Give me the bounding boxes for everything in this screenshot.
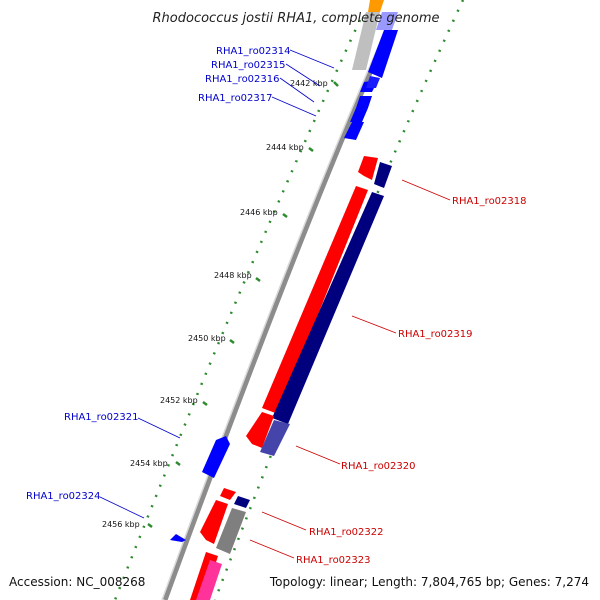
reverse-gene-ro02319: [262, 186, 368, 414]
gene-label-ro02323: RHA1_ro02323: [296, 555, 371, 566]
forward-gene-ro02317a: [356, 96, 372, 108]
gene-label-ro02314: RHA1_ro02314: [216, 46, 291, 57]
reverse-leader-lines: [249, 179, 451, 559]
major-ticks: [147, 81, 339, 528]
gene-label-ro02319: RHA1_ro02319: [398, 329, 473, 340]
genome-summary-text: Topology: linear; Length: 7,804,765 bp; …: [269, 575, 589, 589]
gene-label-ro02324: RHA1_ro02324: [26, 491, 101, 502]
forward-gene-ro02317b: [350, 108, 368, 122]
accession-text: Accession: NC_008268: [9, 575, 145, 589]
pink-feature-bottom: [196, 560, 222, 600]
gene-label-ro02322: RHA1_ro02322: [309, 527, 384, 538]
tick-label-2444: 2444 kbp: [266, 143, 304, 152]
forward-gene-ro02317c: [344, 122, 364, 140]
reverse-gene-ro02318-shadow: [374, 162, 392, 188]
tick-label-2446: 2446 kbp: [240, 208, 278, 217]
tick-label-2448: 2448 kbp: [214, 271, 252, 280]
map-title: Rhodococcus jostii RHA1, complete genome: [153, 11, 440, 26]
forward-leader-lines: [99, 49, 335, 519]
reverse-gene-ro02323: [200, 500, 228, 544]
gene-label-ro02318: RHA1_ro02318: [452, 196, 527, 207]
gene-label-ro02316: RHA1_ro02316: [205, 74, 280, 85]
reverse-gene-ro02322: [220, 488, 236, 500]
reverse-gene-ro02320-shadow: [260, 420, 290, 456]
reverse-gene-ro02319-shadow: [272, 192, 384, 424]
gene-label-ro02315: RHA1_ro02315: [211, 60, 286, 71]
tick-label-2442: 2442 kbp: [290, 79, 328, 88]
forward-gene-ro02315: [366, 76, 380, 88]
gene-label-ro02320: RHA1_ro02320: [341, 461, 416, 472]
forward-gene-ro02324: [170, 534, 186, 542]
forward-gene-ro02314: [368, 30, 398, 78]
tick-label-2456: 2456 kbp: [102, 520, 140, 529]
gray-feature-top: [352, 12, 380, 70]
reverse-gene-ro02318: [358, 156, 378, 180]
forward-gene-ro02321: [202, 436, 230, 478]
gene-label-ro02321: RHA1_ro02321: [64, 412, 139, 423]
reverse-gene-ro02322-shadow: [234, 496, 250, 508]
tick-label-2454: 2454 kbp: [130, 459, 168, 468]
gene-label-ro02317: RHA1_ro02317: [198, 93, 273, 104]
tick-label-2452: 2452 kbp: [160, 396, 198, 405]
tick-label-2450: 2450 kbp: [188, 334, 226, 343]
blue-feature-top-light: [376, 12, 398, 30]
genome-backbone-highlight: [161, 19, 391, 600]
orange-feature: [368, 0, 384, 12]
reverse-gene-ro02320: [246, 412, 274, 448]
gray-feature-ro02323: [216, 508, 246, 554]
